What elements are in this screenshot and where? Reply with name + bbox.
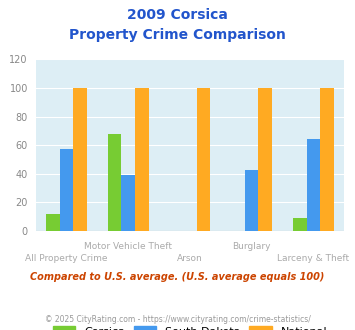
Bar (46, 214, 60, 231)
Text: Arson: Arson (177, 254, 203, 263)
Bar (245, 170, 258, 231)
Bar (135, 88, 148, 231)
Bar (60, 149, 73, 231)
Bar (320, 88, 334, 231)
Bar (108, 134, 121, 231)
Text: Motor Vehicle Theft: Motor Vehicle Theft (84, 243, 172, 251)
Text: Larceny & Theft: Larceny & Theft (277, 254, 350, 263)
Bar (121, 175, 135, 231)
Bar (258, 88, 272, 231)
Bar (293, 218, 307, 231)
Text: Property Crime Comparison: Property Crime Comparison (69, 28, 286, 42)
Text: Burglary: Burglary (233, 243, 271, 251)
Text: All Property Crime: All Property Crime (25, 254, 108, 263)
Bar (307, 140, 320, 231)
Legend: Corsica, South Dakota, National: Corsica, South Dakota, National (53, 326, 327, 330)
Text: 2009 Corsica: 2009 Corsica (127, 8, 228, 22)
Bar (197, 88, 210, 231)
Bar (73, 88, 87, 231)
Text: © 2025 CityRating.com - https://www.cityrating.com/crime-statistics/: © 2025 CityRating.com - https://www.city… (45, 315, 310, 324)
Text: Compared to U.S. average. (U.S. average equals 100): Compared to U.S. average. (U.S. average … (30, 272, 325, 282)
